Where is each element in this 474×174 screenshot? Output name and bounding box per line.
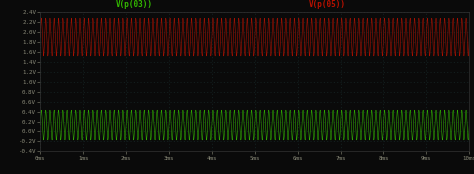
Text: V(p(03)): V(p(03)) <box>116 0 153 9</box>
Text: V(p(05)): V(p(05)) <box>309 0 346 9</box>
